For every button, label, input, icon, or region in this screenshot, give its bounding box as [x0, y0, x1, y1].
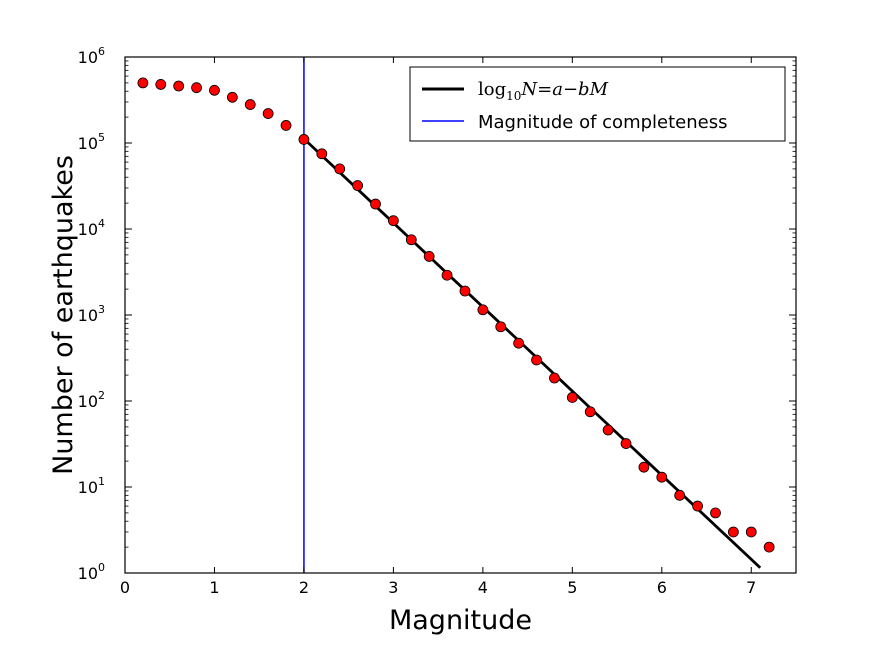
x-axis-label: Magnitude	[389, 605, 532, 636]
data-point	[370, 198, 381, 210]
legend: log10N=a−bM Magnitude of completeness	[409, 66, 786, 142]
data-point	[155, 79, 167, 90]
data-point	[531, 354, 542, 366]
axes: 0 1 2 3 4 5 6 7 100 101 102 103 104 105 106	[78, 45, 797, 597]
data-point	[477, 304, 489, 316]
data-point	[566, 392, 578, 403]
data-point	[710, 507, 721, 519]
x-tick-label: 0	[120, 578, 130, 597]
y-tick-label: 100	[78, 561, 105, 583]
x-tick-label: 5	[567, 578, 577, 597]
data-point	[226, 91, 238, 103]
legend-fit-rest: N=a−bM	[520, 79, 608, 100]
data-point	[763, 541, 775, 553]
data-point	[727, 526, 739, 538]
x-tick-label: 6	[657, 578, 667, 597]
data-point	[387, 215, 399, 227]
data-point	[262, 108, 274, 119]
data-point	[316, 148, 328, 160]
legend-fit-line-label: log10N=a−bM	[478, 79, 609, 103]
legend-fit-sub: 10	[506, 89, 521, 103]
data-point	[584, 406, 596, 418]
data-point	[298, 134, 310, 145]
data-point	[405, 234, 417, 246]
data-point	[638, 461, 650, 473]
y-tick-label: 105	[78, 131, 105, 153]
x-tick-label: 3	[388, 578, 398, 597]
data-point	[459, 285, 471, 297]
x-tick-label: 4	[478, 578, 488, 597]
y-axis-label: Number of earthquakes	[48, 155, 79, 475]
plot-area	[137, 57, 775, 573]
data-point	[137, 77, 149, 89]
y-tick-label: 102	[78, 389, 105, 411]
data-point	[692, 500, 703, 512]
y-tick-label: 103	[78, 303, 105, 325]
legend-fit-log: log	[478, 79, 506, 100]
data-point	[209, 84, 220, 96]
legend-completeness-label: Magnitude of completeness	[478, 112, 727, 133]
data-point	[280, 120, 292, 131]
data-point	[620, 438, 632, 449]
legend-box	[409, 66, 786, 142]
data-point	[656, 471, 668, 483]
data-point	[191, 82, 202, 94]
x-tick-label: 1	[209, 578, 219, 597]
y-tick-label: 101	[78, 475, 105, 497]
data-point	[334, 163, 346, 175]
data-point	[549, 372, 560, 384]
data-point	[602, 424, 614, 436]
data-point	[745, 526, 757, 538]
y-tick-label: 104	[78, 217, 105, 239]
x-tick-label: 7	[746, 578, 756, 597]
data-point	[244, 99, 256, 110]
x-tick-label: 2	[299, 578, 309, 597]
data-point	[423, 251, 435, 262]
data-point	[674, 489, 686, 501]
y-tick-label: 106	[78, 45, 105, 67]
data-point	[495, 321, 507, 333]
data-point	[513, 337, 525, 349]
data-point	[352, 180, 364, 191]
data-point	[173, 80, 185, 92]
data-point	[441, 269, 453, 281]
